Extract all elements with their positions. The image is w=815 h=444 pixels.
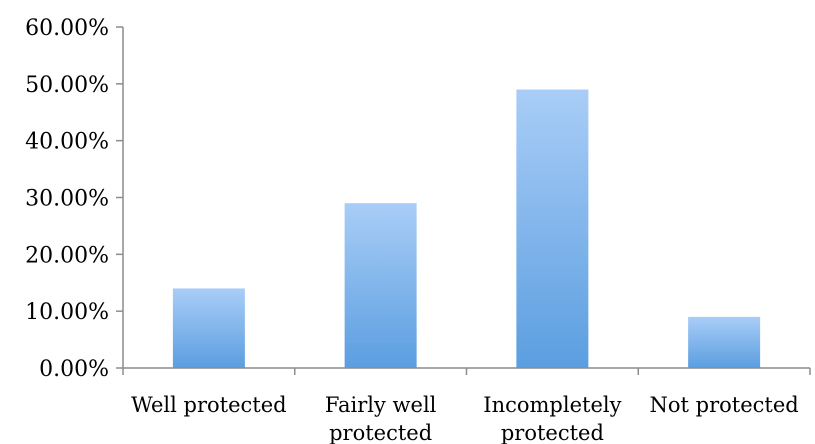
- axes-layer: [116, 26, 811, 375]
- y-tick-label: 40.00%: [25, 130, 109, 155]
- x-category-label: Fairly well protected: [325, 393, 437, 444]
- x-category-label: Incompletely protected: [483, 393, 621, 444]
- y-tick-label: 0.00%: [39, 357, 109, 382]
- y-tick-label: 60.00%: [25, 16, 109, 41]
- bars-layer: [172, 89, 761, 369]
- x-category-label: Well protected: [131, 393, 286, 417]
- bar-1: [344, 203, 417, 368]
- y-tick-label: 10.00%: [25, 300, 109, 325]
- labels-layer: 0.00% 10.00% 20.00% 30.00% 40.00% 50.00% 60.00…: [25, 16, 799, 444]
- y-tick-label: 30.00%: [25, 187, 109, 212]
- bar-2: [516, 89, 589, 369]
- y-tick-label: 50.00%: [25, 73, 109, 98]
- bar-0: [172, 288, 245, 368]
- bar-3: [688, 316, 761, 368]
- x-category-label: Not protected: [650, 393, 799, 417]
- y-tick-label: 20.00%: [25, 243, 109, 268]
